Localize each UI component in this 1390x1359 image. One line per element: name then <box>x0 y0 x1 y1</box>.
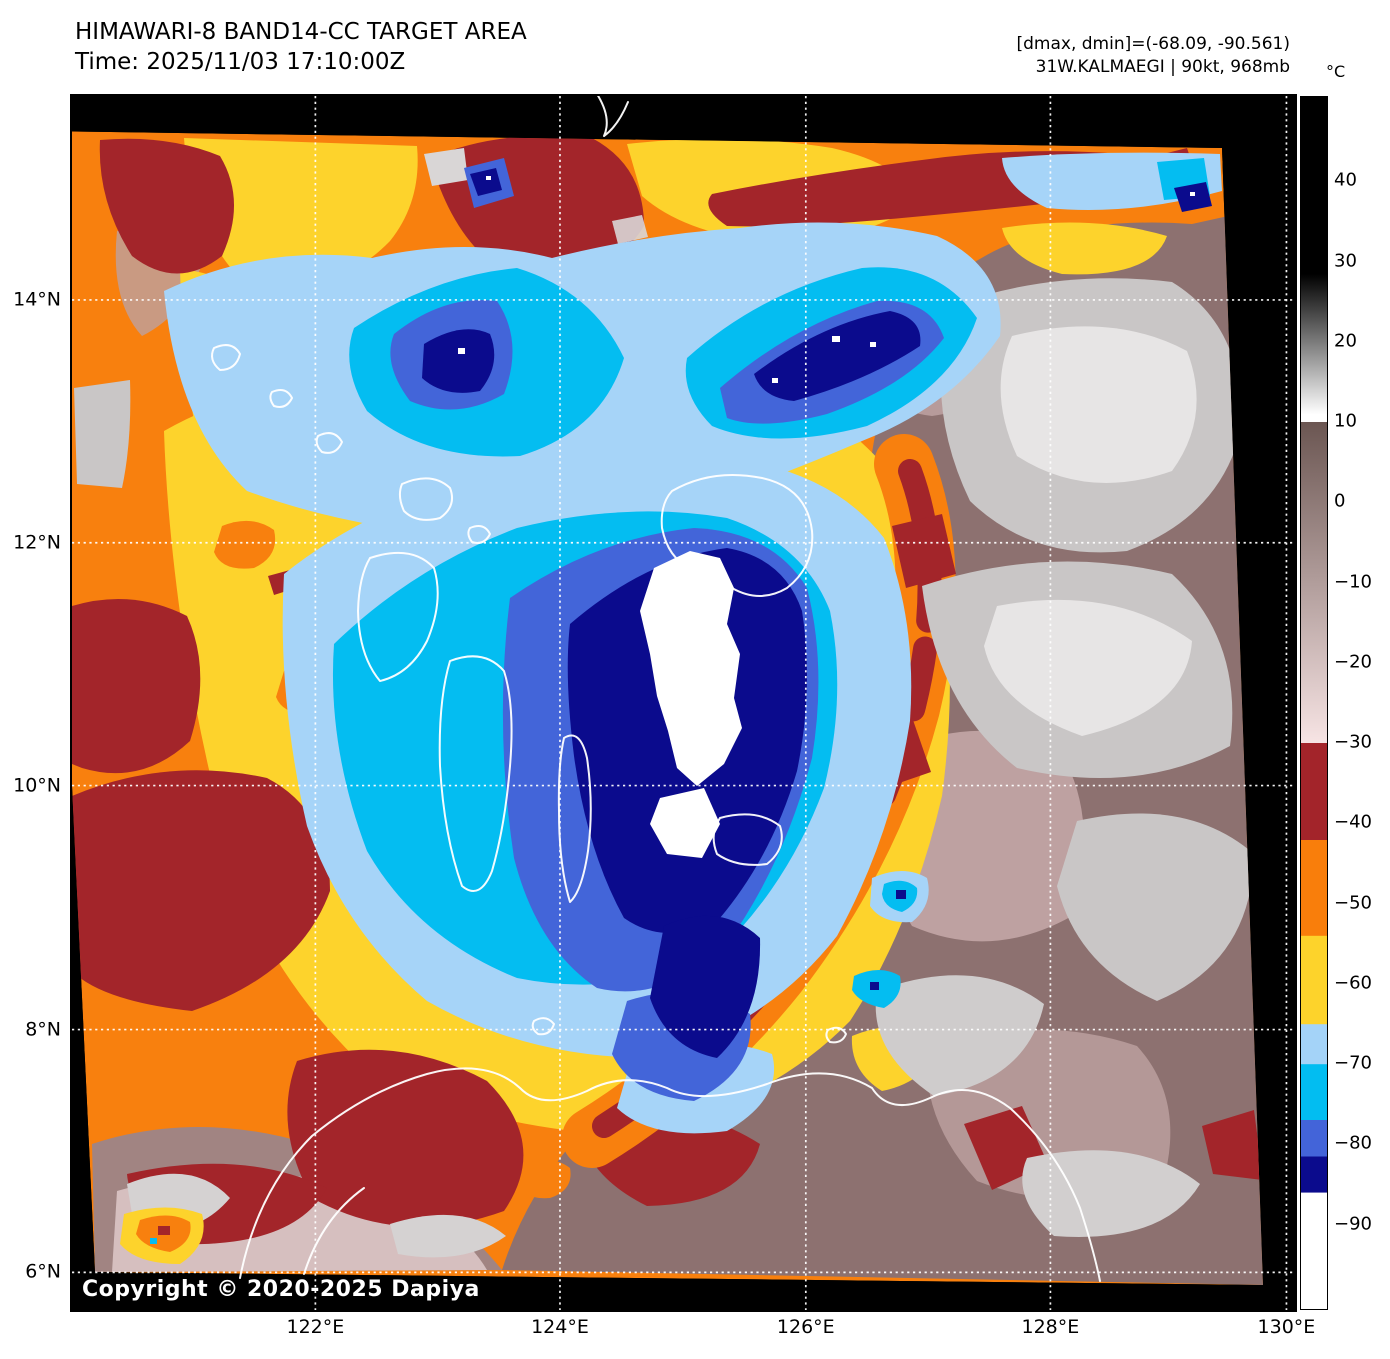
colorbar-tick-label: −90 <box>1334 1213 1372 1235</box>
lat-tick-label: 12°N <box>13 531 61 554</box>
colorbar-tick-label: −80 <box>1334 1132 1372 1154</box>
satellite-swath <box>72 131 1263 1285</box>
colorbar-tick-labels: 40 30 20 10 0 −10 −20 −30 −40 −50 −60 −70 −80 −90 <box>1334 96 1388 1308</box>
colorbar-tick-label: −70 <box>1334 1052 1372 1074</box>
map-plot-area: Copyright © 2020-2025 Dapiya <box>70 94 1297 1312</box>
lon-tick-label: 126°E <box>776 1316 835 1338</box>
colorbar-tick-label: −30 <box>1334 731 1372 753</box>
colorbar-tick-label: −10 <box>1334 571 1372 593</box>
colorbar-tick-label: 40 <box>1334 169 1357 191</box>
latitude-axis: 14°N 12°N 10°N 8°N 6°N <box>0 96 66 1310</box>
temperature-colorbar <box>1300 96 1328 1310</box>
ir-small-cold-cells <box>120 871 929 1264</box>
header-right-info: [dmax, dmin]=(-68.09, -90.561) 31W.KALMA… <box>1017 33 1291 80</box>
lat-tick-label: 8°N <box>25 1018 61 1041</box>
lat-tick-label: 6°N <box>25 1260 61 1283</box>
colorbar-tick-label: −50 <box>1334 892 1372 914</box>
colorbar-tick-label: 30 <box>1334 250 1357 272</box>
ir-gray-cloud-decks <box>74 148 1254 1258</box>
lon-tick-label: 124°E <box>531 1316 589 1338</box>
ir-north-cold-band <box>164 152 1222 541</box>
colorbar-tick-label: 10 <box>1334 410 1357 432</box>
colorbar-unit-label: °C <box>1326 62 1346 81</box>
lat-tick-label: 10°N <box>13 774 61 797</box>
graticule <box>72 96 1295 1310</box>
typhoon-cdo-white <box>640 551 742 786</box>
lon-tick-label: 122°E <box>286 1316 345 1338</box>
page-title: HIMAWARI-8 BAND14-CC TARGET AREA <box>75 19 527 45</box>
colorbar-tick-label: 20 <box>1334 330 1357 352</box>
colorbar-tick-label: −60 <box>1334 972 1372 994</box>
dmax-dmin-label: [dmax, dmin]=(-68.09, -90.561) <box>1016 34 1291 54</box>
lon-tick-label: 130°E <box>1257 1316 1316 1338</box>
satellite-image <box>72 96 1295 1310</box>
colorbar-tick-label: −20 <box>1334 651 1372 673</box>
typhoon-core <box>282 456 912 1134</box>
coastlines <box>211 96 1101 1282</box>
timestamp-label: Time: 2025/11/03 17:10:00Z <box>75 49 406 75</box>
lat-tick-label: 14°N <box>13 288 61 311</box>
colorbar-tick-label: −40 <box>1334 811 1372 833</box>
longitude-axis: 122°E 124°E 126°E 128°E 130°E <box>72 1316 1315 1346</box>
colorbar-tick-label: 0 <box>1334 490 1346 512</box>
storm-info-label: 31W.KALMAEGI | 90kt, 968mb <box>1035 57 1290 78</box>
lon-tick-label: 128°E <box>1021 1316 1080 1338</box>
copyright-label: Copyright © 2020-2025 Dapiya <box>82 1277 480 1302</box>
